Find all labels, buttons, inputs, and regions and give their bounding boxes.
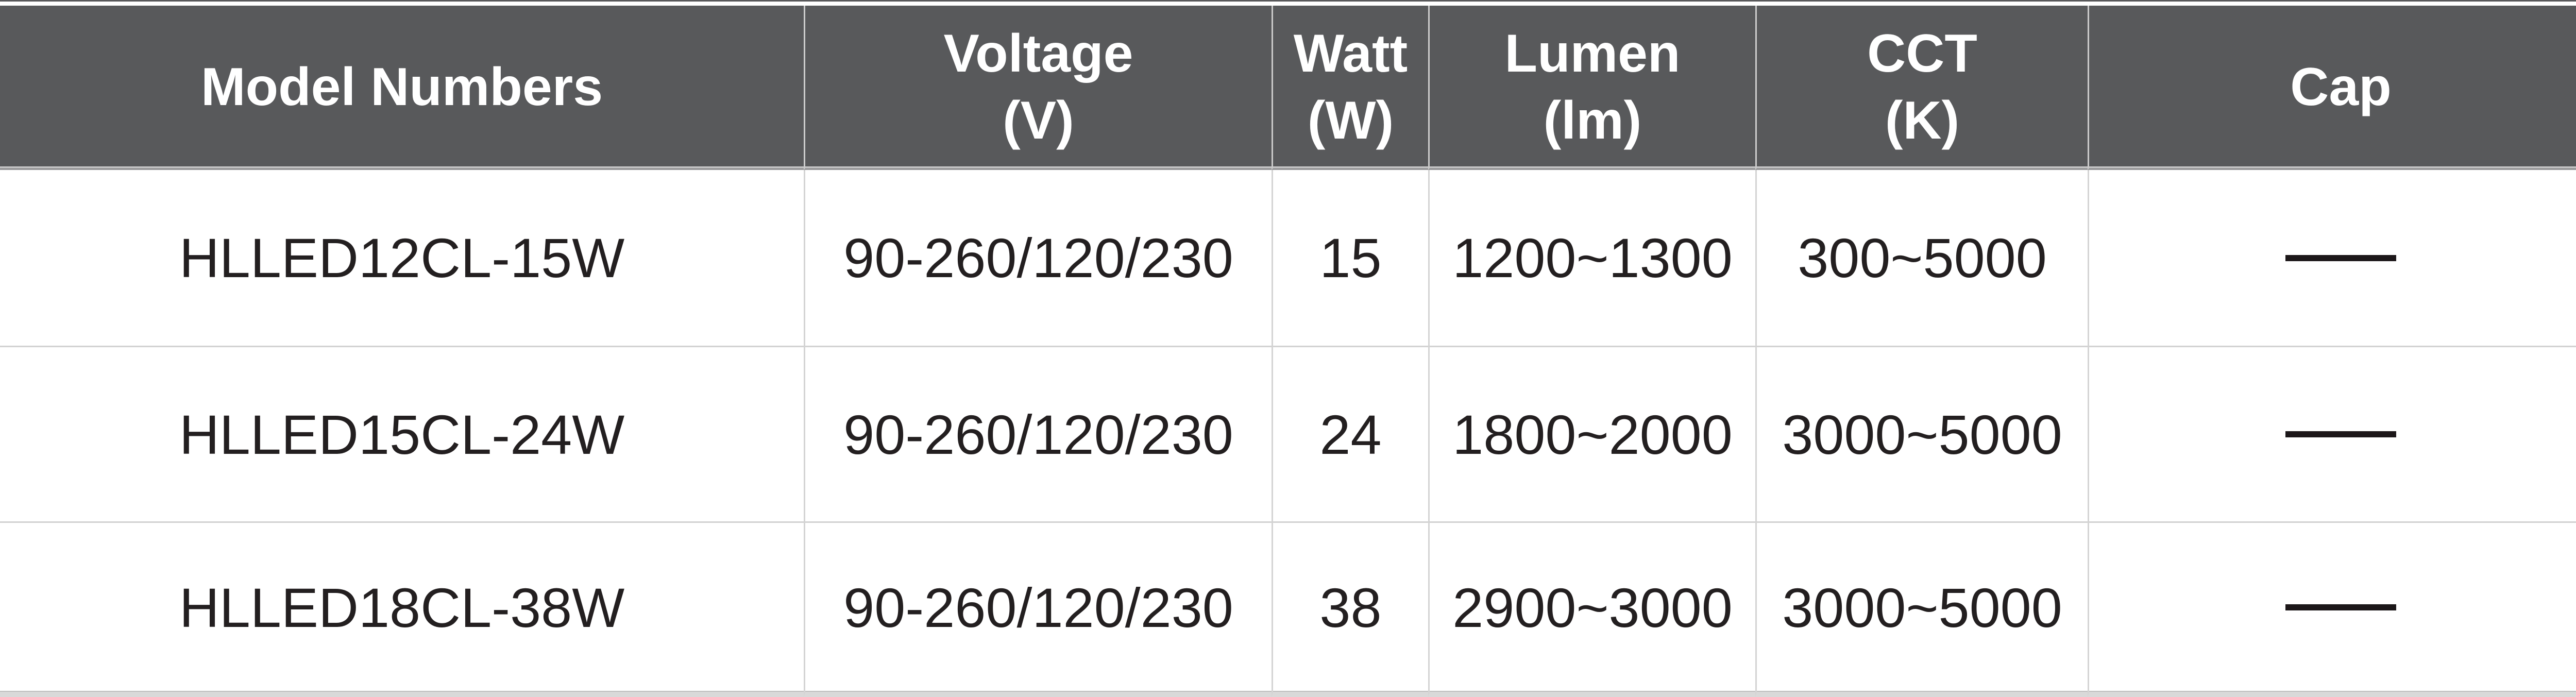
voltage-value: 90-260/120/230 xyxy=(843,227,1233,289)
watt-value: 15 xyxy=(1319,227,1382,289)
col-header-unit: (V) xyxy=(1003,90,1074,150)
cell-model: HLLED15CL-24W xyxy=(0,346,804,521)
cell-lumen: 2900~3000 xyxy=(1428,521,1755,697)
col-header-label: Voltage xyxy=(943,23,1133,83)
col-header-label: Watt xyxy=(1293,23,1408,83)
lumen-value: 2900~3000 xyxy=(1452,576,1733,639)
col-header-model: Model Numbers xyxy=(0,6,804,170)
col-header-voltage: Voltage (V) xyxy=(804,6,1272,170)
cell-cap xyxy=(2088,346,2576,521)
model-number: HLLED15CL-24W xyxy=(179,403,625,466)
lumen-value: 1200~1300 xyxy=(1452,227,1733,289)
lumen-value: 1800~2000 xyxy=(1452,403,1733,466)
cell-model: HLLED18CL-38W xyxy=(0,521,804,697)
cell-cct: 3000~5000 xyxy=(1755,521,2088,697)
cell-watt: 38 xyxy=(1272,521,1428,697)
col-header-cap: Cap xyxy=(2088,6,2576,170)
cct-value: 3000~5000 xyxy=(1782,403,2062,466)
dash-icon xyxy=(2285,431,2396,437)
cell-cap xyxy=(2088,521,2576,697)
cell-lumen: 1800~2000 xyxy=(1428,346,1755,521)
cell-cap xyxy=(2088,170,2576,346)
model-number: HLLED12CL-15W xyxy=(179,227,625,289)
cct-value: 300~5000 xyxy=(1798,227,2047,289)
cell-watt: 24 xyxy=(1272,346,1428,521)
dash-icon xyxy=(2285,604,2396,610)
cell-cct: 3000~5000 xyxy=(1755,346,2088,521)
col-header-unit: (W) xyxy=(1307,90,1394,150)
col-header-label: Lumen xyxy=(1504,23,1681,83)
col-header-unit: (K) xyxy=(1885,90,1960,150)
model-number: HLLED18CL-38W xyxy=(179,576,625,639)
cell-cct: 300~5000 xyxy=(1755,170,2088,346)
watt-value: 38 xyxy=(1319,576,1382,639)
col-header-label: CCT xyxy=(1867,23,1977,83)
voltage-value: 90-260/120/230 xyxy=(843,403,1233,466)
voltage-value: 90-260/120/230 xyxy=(843,576,1233,639)
cell-voltage: 90-260/120/230 xyxy=(804,521,1272,697)
cell-voltage: 90-260/120/230 xyxy=(804,170,1272,346)
col-header-lumen: Lumen (lm) xyxy=(1428,6,1755,170)
col-header-unit: (lm) xyxy=(1543,90,1642,150)
cell-model: HLLED12CL-15W xyxy=(0,170,804,346)
cell-watt: 15 xyxy=(1272,170,1428,346)
watt-value: 24 xyxy=(1319,403,1382,466)
cell-lumen: 1200~1300 xyxy=(1428,170,1755,346)
col-header-label: Cap xyxy=(2290,57,2392,117)
dash-icon xyxy=(2285,254,2396,261)
col-header-label: Model Numbers xyxy=(200,57,603,117)
cct-value: 3000~5000 xyxy=(1782,576,2062,639)
cell-voltage: 90-260/120/230 xyxy=(804,346,1272,521)
col-header-watt: Watt (W) xyxy=(1272,6,1428,170)
col-header-cct: CCT (K) xyxy=(1755,6,2088,170)
